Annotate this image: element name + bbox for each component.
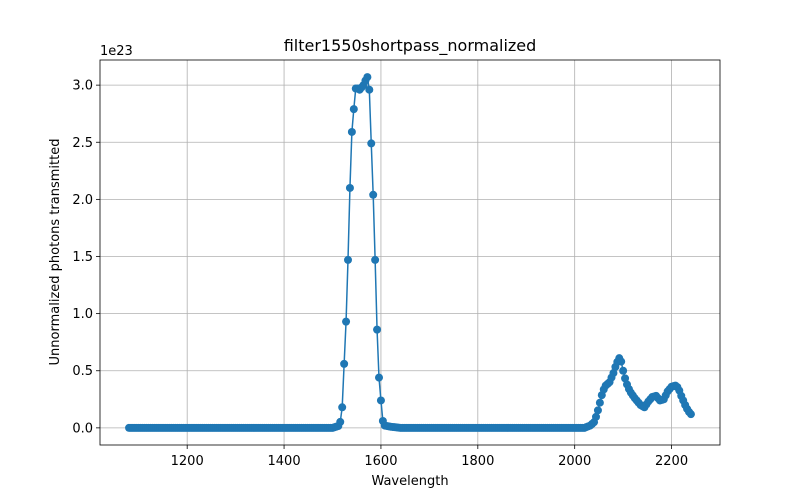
data-point	[369, 190, 378, 199]
data-point	[592, 412, 600, 421]
data-point	[621, 374, 630, 383]
grid	[100, 60, 720, 445]
x-axis-label: Wavelength	[371, 474, 448, 489]
data-point	[619, 366, 628, 375]
y-tick-label: 1.5	[72, 250, 93, 265]
x-tick-label: 2000	[558, 454, 591, 469]
x-tick-label: 1200	[171, 454, 204, 469]
data-point	[686, 410, 695, 419]
y-axis-offset-label: 1e23	[100, 44, 133, 59]
x-tick-label: 1600	[364, 454, 397, 469]
data-point	[375, 373, 383, 382]
y-tick-label: 0.0	[72, 421, 93, 436]
data-point	[593, 406, 602, 415]
data-point	[365, 85, 374, 94]
data-point	[371, 255, 380, 264]
data-point	[338, 403, 347, 412]
y-axis-label: Unnormalized photons transmitted	[48, 139, 63, 366]
data-point	[617, 357, 626, 366]
data-point	[342, 317, 351, 326]
data-point	[376, 396, 385, 405]
data-point	[344, 255, 352, 264]
data-point	[345, 183, 354, 192]
y-tick-label: 0.5	[72, 364, 93, 379]
chart-title: filter1550shortpass_normalized	[284, 36, 537, 56]
data-point	[609, 369, 618, 378]
series-transmission	[125, 73, 695, 432]
y-tick-label: 3.0	[72, 79, 93, 94]
data-point	[336, 417, 345, 426]
plot-frame	[99, 59, 721, 446]
y-tick-label: 1.0	[72, 307, 93, 322]
x-tick-label: 2200	[655, 454, 688, 469]
series-line	[129, 74, 692, 429]
x-tick-label: 1400	[268, 454, 301, 469]
data-point	[373, 325, 382, 334]
y-tick-label: 2.5	[72, 136, 93, 151]
data-point	[340, 359, 349, 368]
data-point	[363, 73, 372, 82]
x-tick-label: 1800	[461, 454, 494, 469]
data-point	[367, 139, 376, 148]
y-axis-ticks: 0.0 0.5 1.0 1.5 2.0 2.5 3.0	[72, 79, 100, 436]
data-point	[595, 398, 604, 407]
data-point	[349, 105, 358, 114]
y-tick-label: 2.0	[72, 193, 93, 208]
data-point	[347, 127, 356, 136]
x-axis-ticks: 1200 1400 1600 1800 2000 2200	[171, 445, 688, 469]
